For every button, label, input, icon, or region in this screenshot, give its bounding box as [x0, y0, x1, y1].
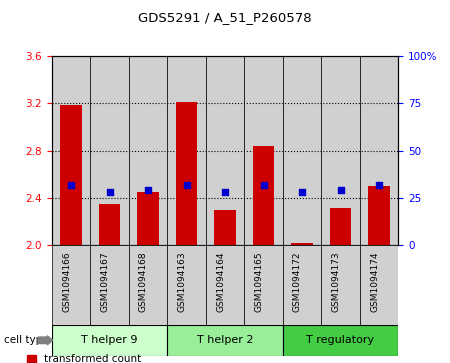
Text: GSM1094163: GSM1094163	[177, 252, 186, 312]
Text: T helper 9: T helper 9	[81, 335, 138, 345]
Bar	[99, 204, 120, 245]
Point	[221, 189, 229, 195]
Point	[144, 187, 152, 193]
Bar	[244, 245, 283, 325]
Text: GSM1094164: GSM1094164	[216, 252, 225, 312]
Bar	[129, 245, 167, 325]
Bar	[52, 56, 90, 245]
Bar	[176, 102, 197, 245]
Point	[68, 182, 75, 188]
Bar	[369, 186, 390, 245]
Bar	[321, 245, 360, 325]
Text: cell type: cell type	[4, 335, 49, 345]
Bar	[60, 105, 81, 245]
Bar	[206, 56, 244, 245]
Bar	[283, 56, 321, 245]
Legend: transformed count, percentile rank within the sample: transformed count, percentile rank withi…	[23, 350, 224, 363]
Point	[260, 182, 267, 188]
Text: GSM1094166: GSM1094166	[62, 252, 71, 312]
Bar	[52, 325, 167, 356]
Bar	[137, 192, 158, 245]
Point	[298, 189, 306, 195]
Text: GSM1094165: GSM1094165	[255, 252, 264, 312]
Bar	[244, 56, 283, 245]
Bar	[90, 56, 129, 245]
Bar	[360, 56, 398, 245]
Text: GSM1094168: GSM1094168	[139, 252, 148, 312]
Bar	[167, 56, 206, 245]
Bar	[206, 245, 244, 325]
Bar	[292, 242, 313, 245]
Point	[375, 182, 382, 188]
Text: GSM1094173: GSM1094173	[332, 252, 341, 312]
Text: GSM1094167: GSM1094167	[100, 252, 109, 312]
Bar	[90, 245, 129, 325]
Point	[337, 187, 344, 193]
Bar	[214, 210, 236, 245]
Bar	[360, 245, 398, 325]
Bar	[283, 245, 321, 325]
Bar	[52, 245, 90, 325]
Text: T helper 2: T helper 2	[197, 335, 253, 345]
Text: GSM1094172: GSM1094172	[293, 252, 302, 312]
Bar	[167, 245, 206, 325]
Bar	[129, 56, 167, 245]
Point	[106, 189, 113, 195]
Bar	[253, 146, 274, 245]
Text: GSM1094174: GSM1094174	[370, 252, 379, 312]
Text: GDS5291 / A_51_P260578: GDS5291 / A_51_P260578	[138, 11, 312, 24]
Point	[183, 182, 190, 188]
Bar	[330, 208, 351, 245]
Text: T regulatory: T regulatory	[306, 335, 374, 345]
Bar	[321, 56, 360, 245]
Bar	[167, 325, 283, 356]
Bar	[283, 325, 398, 356]
